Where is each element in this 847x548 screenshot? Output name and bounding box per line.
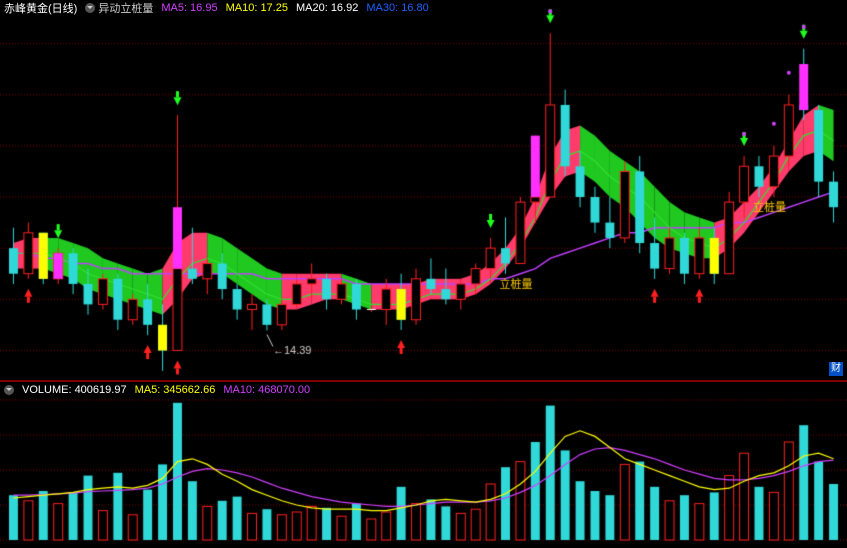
volume-legend-item: MA5: 345662.66 — [135, 384, 216, 396]
chevron-down-icon — [85, 3, 95, 13]
candlestick-canvas[interactable] — [0, 0, 847, 380]
ma-legend-item: MA30: 16.80 — [366, 2, 428, 14]
indicator-toggle[interactable]: 异动立桩量 — [85, 0, 153, 16]
indicator-name: 异动立桩量 — [98, 0, 153, 16]
volume-toggle[interactable] — [4, 385, 14, 395]
volume-legend: VOLUME: 400619.97 MA5: 345662.66 MA10: 468… — [22, 384, 318, 396]
volume-legend-item: VOLUME: 400619.97 — [22, 384, 127, 396]
price-chart-panel: 赤峰黄金(日线) 异动立桩量 MA5: 16.95 MA10: 17.25 MA20… — [0, 0, 847, 380]
volume-legend-item: MA10: 468070.00 — [223, 384, 310, 396]
volume-canvas[interactable] — [0, 382, 847, 542]
chevron-down-icon — [4, 385, 14, 395]
ma-legend-item: MA10: 17.25 — [226, 2, 288, 14]
ma-legend-item: MA5: 16.95 — [161, 2, 217, 14]
info-badge[interactable]: 财 — [829, 362, 843, 376]
volume-chart-panel: VOLUME: 400619.97 MA5: 345662.66 MA10: 468… — [0, 382, 847, 542]
ma-legend: MA5: 16.95 MA10: 17.25 MA20: 16.92 MA30: 16… — [161, 2, 436, 14]
stock-title: 赤峰黄金(日线) — [4, 0, 77, 16]
volume-chart-header: VOLUME: 400619.97 MA5: 345662.66 MA10: 468… — [0, 382, 847, 398]
ma-legend-item: MA20: 16.92 — [296, 2, 358, 14]
price-chart-header: 赤峰黄金(日线) 异动立桩量 MA5: 16.95 MA10: 17.25 MA20… — [0, 0, 847, 16]
